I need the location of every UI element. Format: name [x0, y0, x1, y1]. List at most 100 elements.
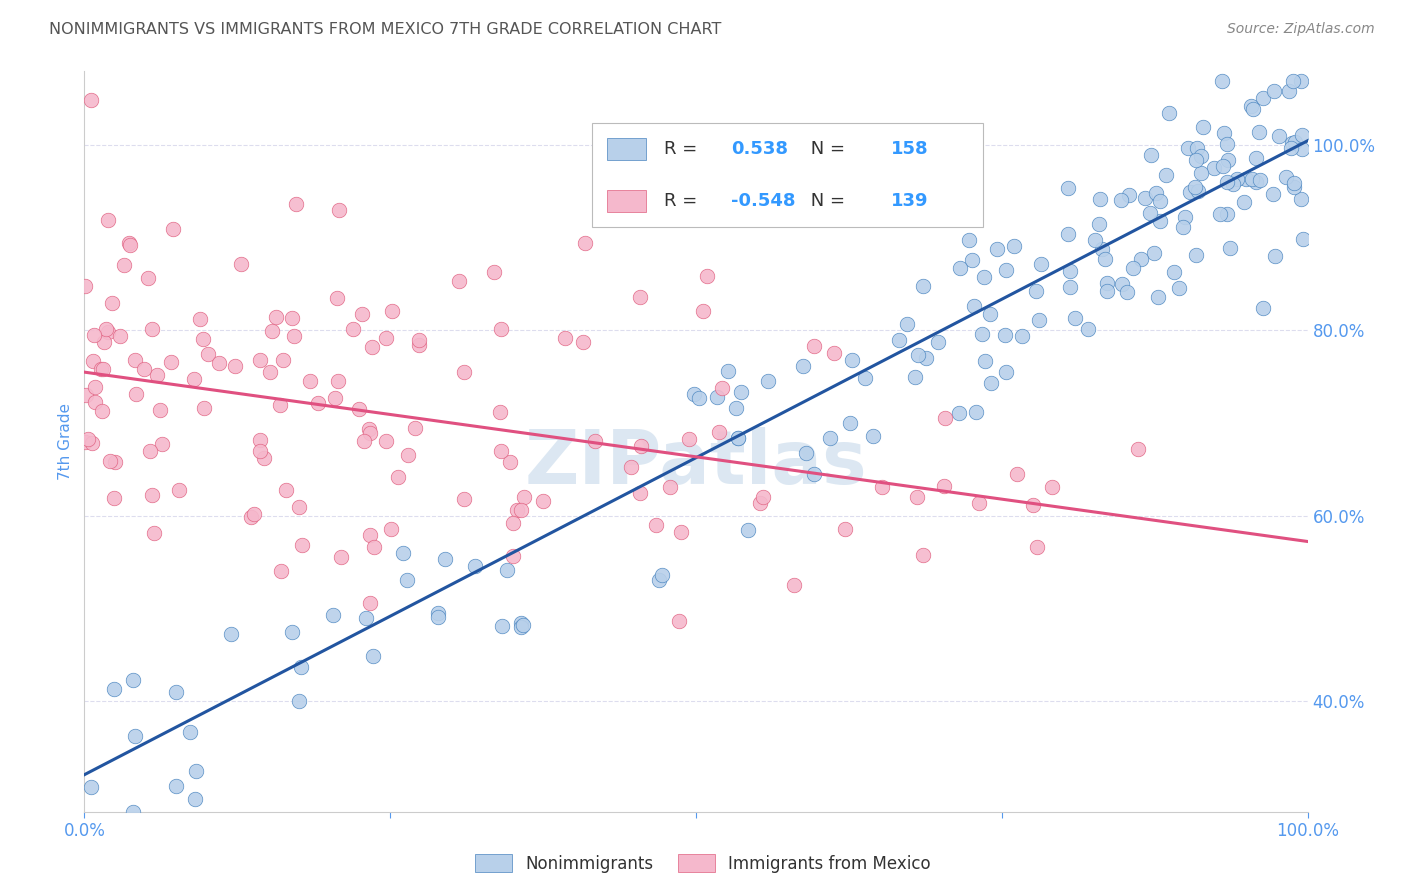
- Point: [408, 337, 430, 351]
- Point: [1282, 73, 1305, 87]
- Point: [823, 346, 845, 360]
- Point: [803, 339, 825, 353]
- Point: [1185, 153, 1208, 168]
- Point: [1240, 171, 1263, 186]
- Point: [839, 416, 862, 430]
- Point: [408, 333, 430, 347]
- Point: [283, 329, 305, 343]
- Point: [1185, 141, 1208, 155]
- Point: [80, 435, 103, 450]
- Point: [1202, 161, 1225, 175]
- Point: [1144, 186, 1167, 201]
- Point: [730, 385, 752, 400]
- Point: [83, 328, 105, 343]
- Point: [427, 610, 450, 624]
- Point: [967, 496, 990, 510]
- Point: [1088, 218, 1111, 232]
- Point: [328, 375, 350, 389]
- Point: [342, 322, 364, 336]
- Point: [325, 291, 347, 305]
- Point: [1094, 252, 1116, 266]
- Point: [1130, 252, 1153, 266]
- Point: [243, 507, 266, 521]
- Point: [1284, 136, 1306, 150]
- Point: [915, 351, 938, 366]
- Point: [912, 279, 935, 293]
- Point: [1291, 73, 1313, 87]
- Point: [973, 353, 995, 368]
- Point: [122, 673, 145, 688]
- Point: [905, 491, 928, 505]
- Point: [979, 307, 1001, 321]
- Point: [124, 353, 146, 368]
- Point: [392, 546, 415, 560]
- Point: [1184, 180, 1206, 194]
- Point: [678, 432, 700, 446]
- Point: [696, 269, 718, 284]
- Point: [360, 340, 382, 354]
- Point: [1174, 210, 1197, 224]
- Text: N =: N =: [804, 192, 851, 210]
- Point: [980, 376, 1002, 391]
- Point: [260, 324, 283, 338]
- Point: [90, 361, 112, 376]
- Point: [792, 359, 814, 373]
- Point: [628, 485, 651, 500]
- Point: [287, 500, 309, 514]
- Point: [91, 404, 114, 418]
- Point: [270, 564, 292, 578]
- Point: [219, 627, 242, 641]
- Point: [108, 328, 131, 343]
- Point: [1219, 241, 1241, 255]
- Point: [240, 509, 263, 524]
- Point: [1281, 136, 1303, 151]
- Point: [756, 375, 779, 389]
- Point: [571, 334, 593, 349]
- Point: [1241, 102, 1264, 116]
- Point: [149, 403, 172, 417]
- Point: [350, 307, 373, 321]
- Point: [328, 202, 350, 217]
- Point: [1289, 192, 1312, 206]
- Point: [794, 446, 817, 460]
- Point: [1264, 249, 1286, 263]
- Point: [986, 243, 1008, 257]
- Point: [186, 764, 208, 778]
- Point: [489, 404, 512, 418]
- Point: [628, 290, 651, 304]
- Point: [647, 573, 669, 587]
- Point: [396, 448, 419, 462]
- Text: R =: R =: [664, 192, 703, 210]
- Point: [957, 233, 980, 247]
- Point: [1059, 279, 1081, 293]
- Point: [323, 392, 346, 406]
- Point: [73, 279, 96, 293]
- Point: [491, 619, 513, 633]
- Point: [193, 401, 215, 415]
- Point: [80, 93, 103, 107]
- Point: [1126, 442, 1149, 456]
- Point: [97, 325, 120, 339]
- Text: N =: N =: [804, 140, 851, 158]
- Point: [1116, 285, 1139, 300]
- Point: [356, 611, 378, 625]
- Point: [1209, 206, 1232, 220]
- Point: [112, 258, 135, 272]
- Point: [783, 577, 806, 591]
- Point: [841, 353, 863, 368]
- Point: [1088, 192, 1111, 206]
- Point: [583, 434, 606, 449]
- Point: [1154, 168, 1177, 182]
- Point: [249, 433, 271, 447]
- Point: [1244, 151, 1267, 165]
- Point: [725, 401, 748, 415]
- Point: [307, 396, 329, 410]
- Point: [165, 685, 187, 699]
- Point: [353, 434, 375, 448]
- Point: [1267, 129, 1289, 144]
- Point: [748, 496, 770, 510]
- Point: [1211, 73, 1233, 87]
- Point: [644, 517, 666, 532]
- Point: [167, 483, 190, 497]
- Point: [1147, 290, 1170, 304]
